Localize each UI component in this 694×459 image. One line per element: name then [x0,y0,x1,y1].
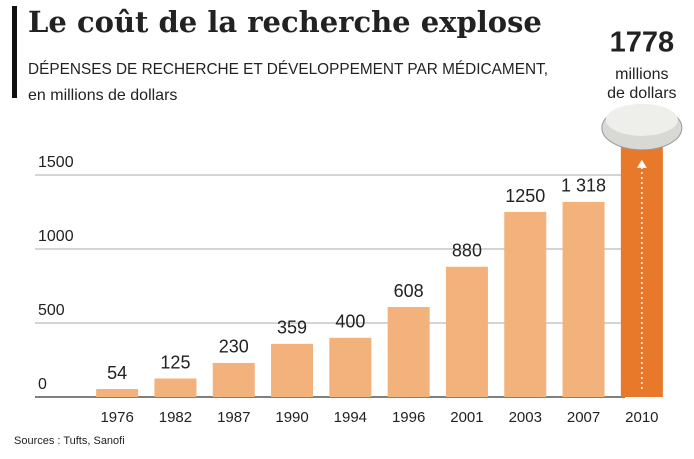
value-label: 1778 [610,27,675,59]
x-tick-label: 2007 [567,409,600,426]
y-tick-label: 1500 [38,154,74,171]
bar [212,362,255,397]
x-tick-label: 1976 [100,409,133,426]
value-label: 230 [219,337,249,357]
value-label: 400 [335,312,365,332]
y-tick-label: 500 [38,302,65,319]
value-label: 1250 [505,186,545,206]
bar [387,307,430,397]
bar [329,337,372,397]
x-tick-label: 2010 [625,409,658,426]
bar [562,201,605,397]
value-label: 880 [452,241,482,261]
pill-top [605,103,678,136]
value-label: 1 318 [561,176,606,196]
value-label: 359 [277,318,307,338]
x-tick-label: 1996 [392,409,425,426]
x-tick-label: 1987 [217,409,250,426]
x-tick-label: 1982 [159,409,192,426]
bar [96,389,139,397]
x-tick-label: 2001 [450,409,483,426]
bar [271,343,314,397]
x-tick-label: 1994 [334,409,367,426]
bar [154,378,197,397]
source: Sources : Tufts, Sanofi [14,435,125,447]
annotation: millions [615,66,668,83]
value-label: 125 [160,352,190,372]
chart-subtitle: en millions de dollars [28,87,177,104]
value-label: 54 [107,363,127,383]
bar [445,266,488,397]
x-tick-label: 1990 [275,409,308,426]
y-tick-label: 0 [38,376,47,393]
chart-title: Le coût de la recherche explose [28,5,542,39]
chart-subtitle: DÉPENSES DE RECHERCHE ET DÉVELOPPEMENT P… [28,59,548,78]
bar [504,212,547,397]
title-bar [12,6,17,98]
x-tick-label: 2003 [509,409,542,426]
y-tick-label: 1000 [38,228,74,245]
arrow-head [636,159,647,168]
value-label: 608 [394,281,424,301]
annotation: de dollars [607,85,676,102]
